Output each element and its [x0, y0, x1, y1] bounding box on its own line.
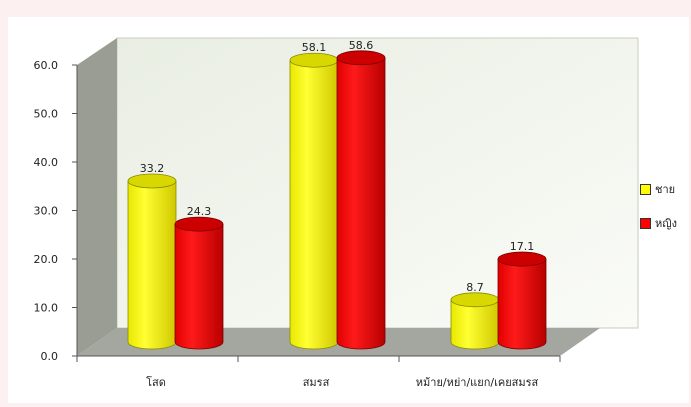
bar-top	[497, 251, 547, 267]
legend-item-male: ชาย	[640, 180, 677, 198]
data-label: 33.2	[140, 162, 165, 175]
legend: ชาย หญิง	[640, 180, 677, 248]
bar-top	[450, 292, 500, 308]
bar-top	[127, 173, 177, 189]
legend-item-female: หญิง	[640, 214, 677, 232]
bar-male: 33.2	[127, 162, 177, 350]
y-tick-label: 20.0	[34, 253, 59, 266]
bar-female: 17.1	[497, 240, 547, 350]
data-label: 24.3	[187, 205, 212, 218]
side-wall	[77, 38, 117, 356]
bar-body	[174, 223, 224, 350]
chart-frame: 0.0 10.0 20.0 30.0 40.0 50.0 60.0 โสด สมรส หม้าย…	[8, 17, 689, 403]
y-tick-label: 60.0	[34, 59, 59, 72]
data-label: 58.6	[349, 39, 374, 52]
data-label: 58.1	[302, 41, 327, 54]
bar-top	[289, 52, 339, 68]
y-tick-label: 40.0	[34, 156, 59, 169]
bar-body	[289, 59, 339, 350]
data-label: 17.1	[510, 240, 535, 253]
legend-label-male: ชาย	[655, 183, 676, 196]
bar-female: 58.6	[336, 39, 386, 350]
header-strip	[0, 0, 691, 17]
legend-swatch-female	[640, 217, 651, 229]
y-tick-label: 10.0	[34, 302, 59, 315]
x-ticks: โสด สมรส หม้าย/หย่า/แยก/เคยสมรส	[76, 356, 561, 389]
bar-male: 8.7	[450, 281, 500, 350]
data-label: 8.7	[466, 281, 484, 294]
bar-chart: 0.0 10.0 20.0 30.0 40.0 50.0 60.0 โสด สมรส หม้าย…	[34, 37, 639, 389]
bar-top	[174, 216, 224, 232]
y-tick-label: 50.0	[34, 108, 59, 121]
bar-female: 24.3	[174, 205, 224, 350]
legend-label-female: หญิง	[655, 217, 677, 230]
bar-body	[497, 258, 547, 350]
legend-swatch-male	[640, 183, 651, 195]
bar-top	[336, 50, 386, 66]
bar-body	[127, 180, 177, 350]
y-tick-label: 0.0	[41, 350, 59, 363]
y-tick-label: 30.0	[34, 205, 59, 218]
bars: 33.2 58.1 8.7 24.3 58.6 17.1	[127, 39, 547, 350]
bar-male: 58.1	[289, 41, 339, 350]
x-tick-label: หม้าย/หย่า/แยก/เคยสมรส	[416, 376, 539, 389]
x-tick-label: สมรส	[303, 376, 330, 389]
bar-body	[336, 57, 386, 350]
y-ticks: 0.0 10.0 20.0 30.0 40.0 50.0 60.0	[34, 59, 77, 363]
x-tick-label: โสด	[146, 375, 166, 389]
